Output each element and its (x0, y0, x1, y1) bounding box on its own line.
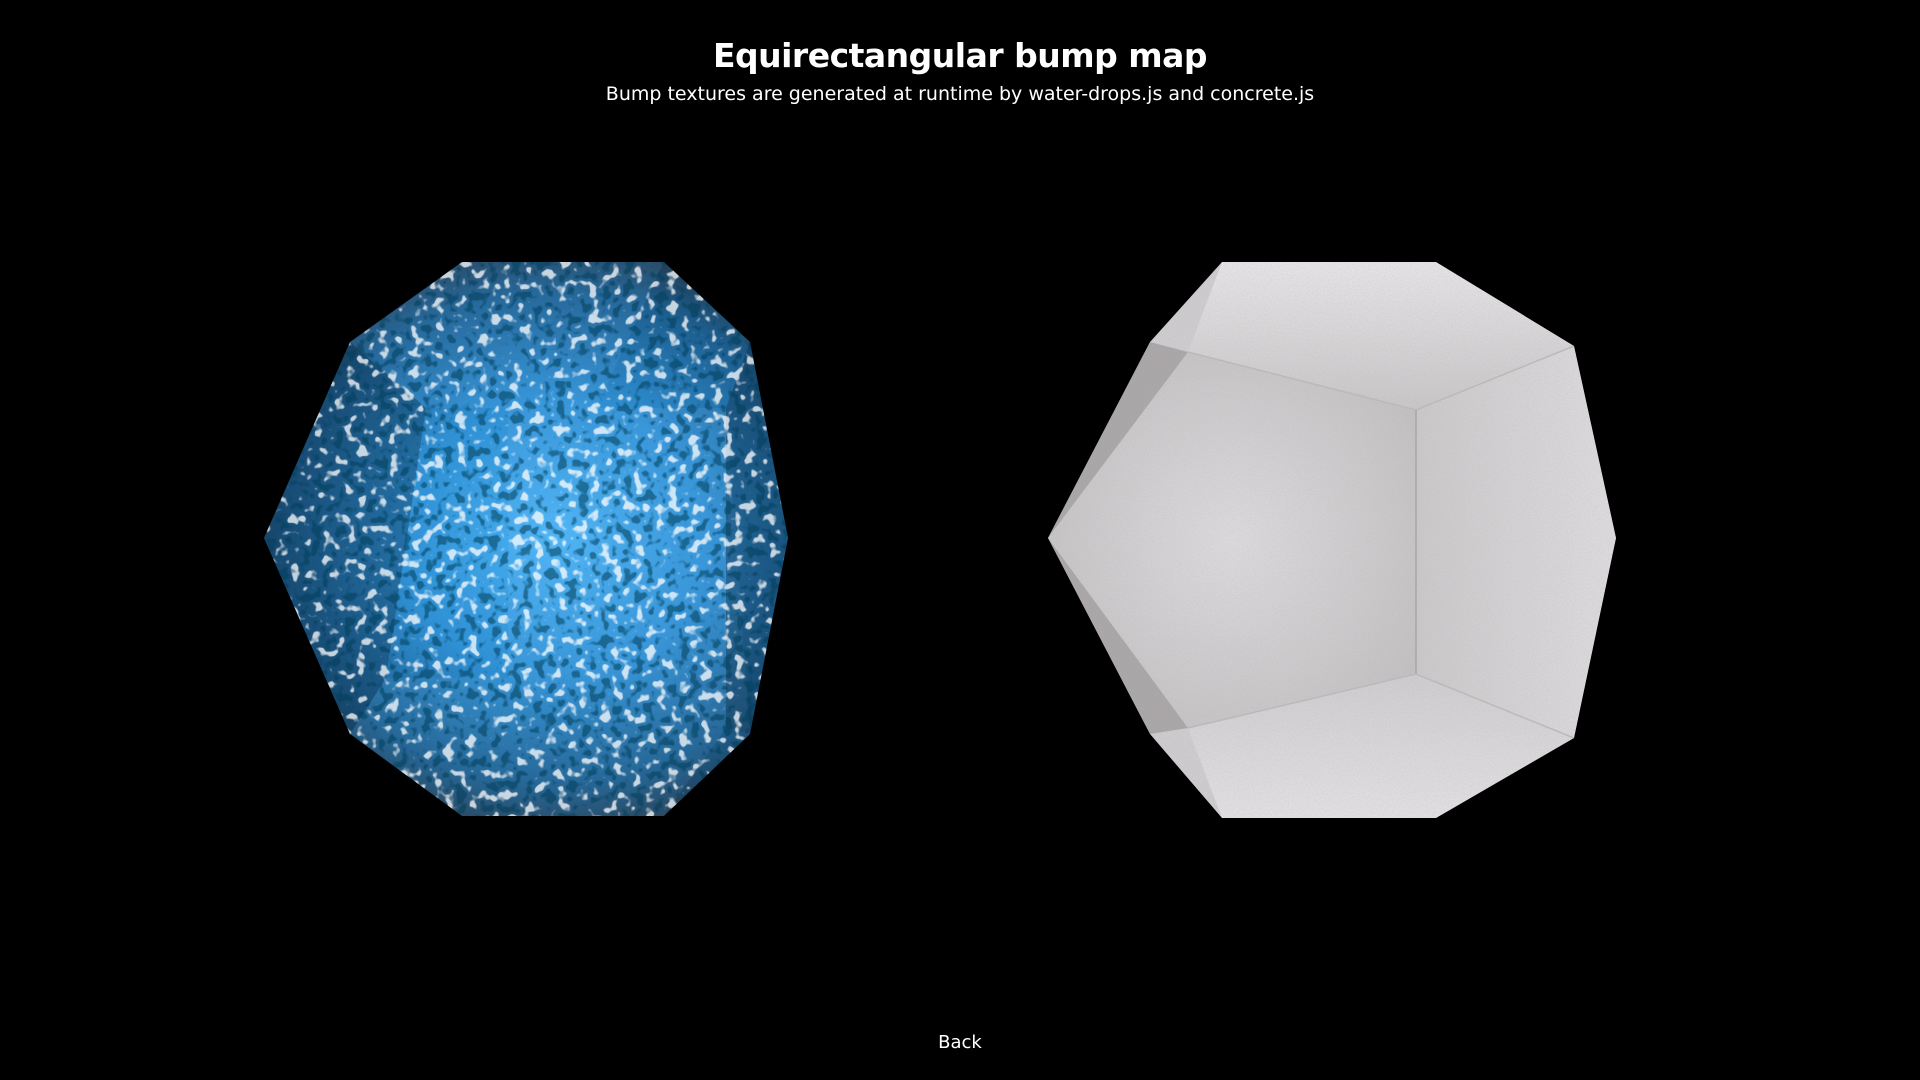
water-drops-canvas[interactable] (256, 258, 876, 818)
water-drops-dodecahedron (264, 262, 788, 816)
back-link[interactable]: Back (938, 1032, 982, 1053)
page-subtitle: Bump textures are generated at runtime b… (605, 83, 1315, 105)
concrete-canvas[interactable] (1044, 258, 1664, 818)
page-title: Equirectangular bump map (712, 36, 1208, 75)
concrete-dodecahedron (1048, 262, 1616, 818)
back-link-container: Back (0, 1031, 1920, 1055)
